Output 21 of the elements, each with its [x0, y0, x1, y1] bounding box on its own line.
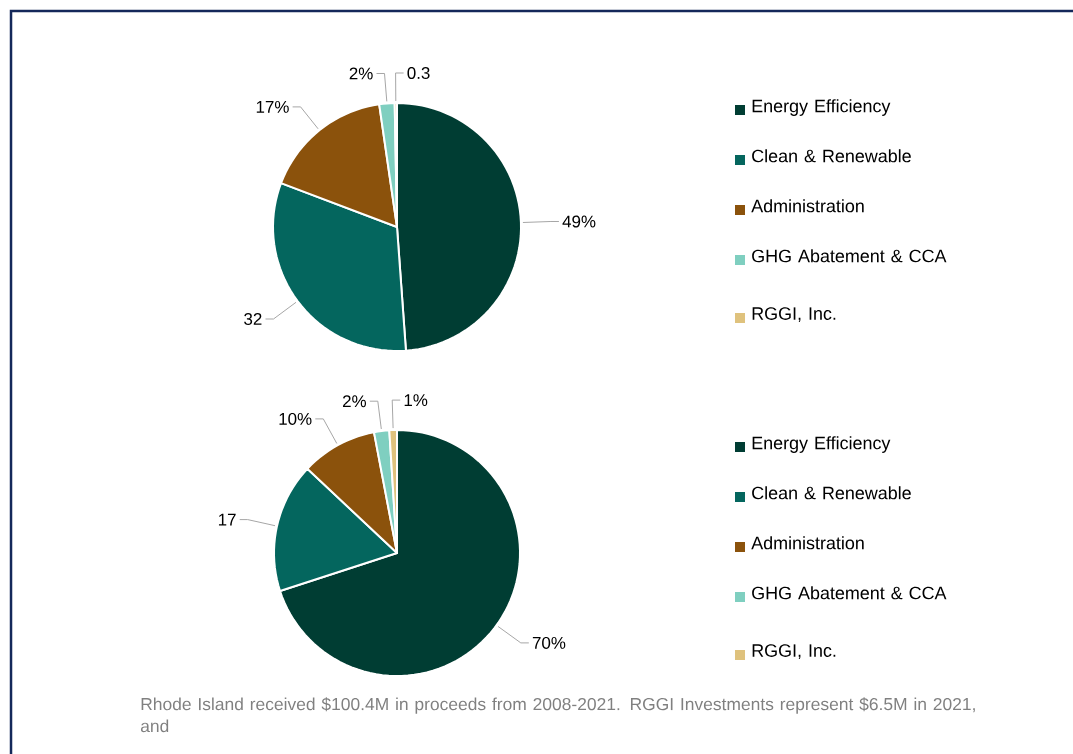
data-label: 1% [404, 394, 428, 407]
data-label: 70% [532, 636, 566, 649]
legend-label: RGGI, Inc. [752, 644, 836, 660]
data-label: 17 [218, 513, 236, 526]
data-label: 32 [244, 313, 262, 325]
legend-label: Administration [751, 536, 864, 550]
legend-label: Administration [751, 199, 864, 213]
data-label: 10% [279, 412, 312, 425]
legend-label: RGGI, Inc. [752, 307, 836, 323]
legend-label: Clean & Renewable [752, 486, 911, 500]
legend-label: Energy Efficiency [752, 436, 891, 453]
legend-label: GHG Abatement & CCA [752, 586, 947, 600]
data-label: 2% [349, 67, 373, 80]
data-label: 2% [342, 395, 366, 408]
legend-label: GHG Abatement & CCA [752, 249, 947, 263]
data-label: 17% [256, 100, 289, 113]
legend-label: Energy Efficiency [752, 99, 891, 116]
data-label: 49% [562, 215, 596, 228]
legend-label: Clean & Renewable [752, 149, 911, 163]
data-label: 0.3 [407, 67, 430, 79]
text: Rhode Island received $100.4M in proceeds from 2008-2021. RGGI Investments represent $6.5M in 2021, and [140, 697, 975, 733]
